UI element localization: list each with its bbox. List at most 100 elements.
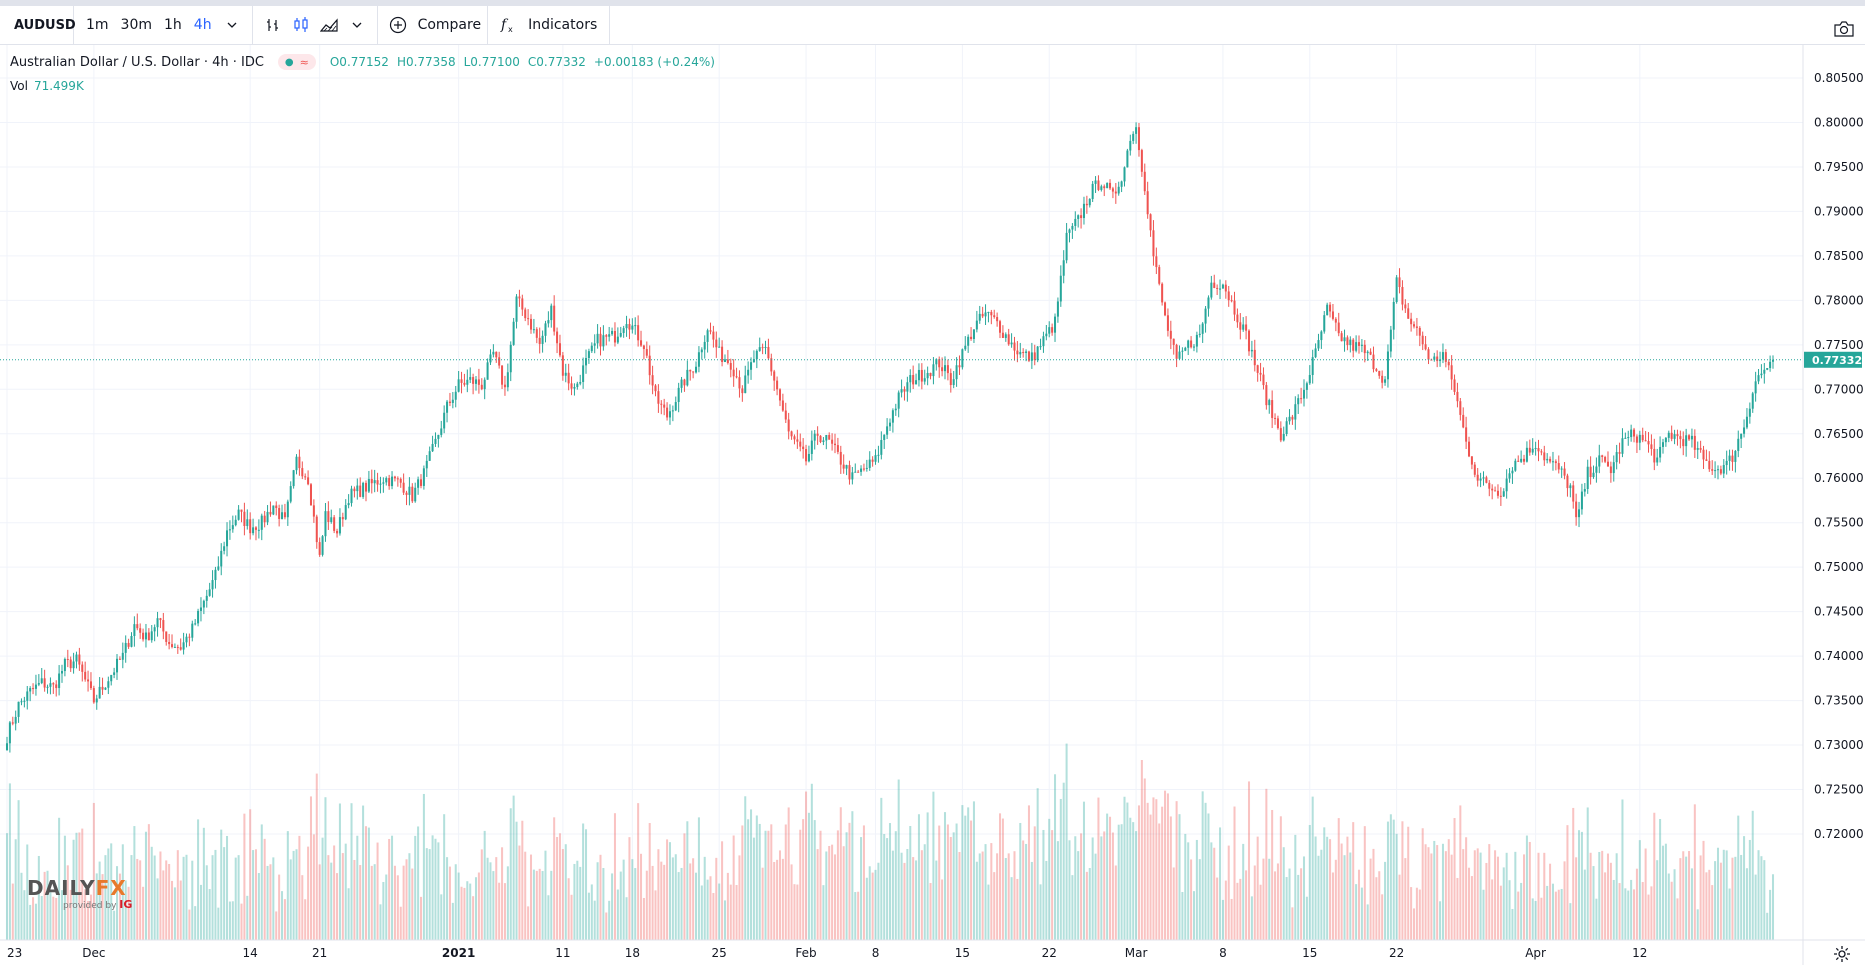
volume-bar [431, 835, 434, 940]
area-chart-type-icon[interactable] [319, 16, 338, 34]
candle [1195, 331, 1198, 353]
volume-bar [46, 870, 49, 940]
chevron-down-icon[interactable] [223, 16, 241, 34]
volume-bar [880, 797, 883, 940]
candle [1748, 402, 1751, 424]
volume-bar [176, 850, 179, 940]
candle [110, 674, 113, 686]
volume-bar [776, 859, 779, 940]
volume-bar [147, 824, 150, 940]
candle [1279, 421, 1282, 443]
volume-bar [1103, 831, 1106, 940]
candle [972, 329, 975, 344]
compare-label: Compare [417, 17, 482, 33]
volume-bar [272, 857, 275, 940]
volume-bar [385, 874, 388, 940]
symbol-search[interactable]: AUDUSD [0, 6, 76, 44]
candle [107, 676, 110, 695]
y-tick-label: 0.73500 [1814, 694, 1864, 708]
volume-bar [1716, 847, 1720, 940]
candle [1311, 349, 1314, 384]
interval-4h[interactable]: 4h [193, 17, 212, 33]
volume-bar [1048, 818, 1051, 940]
candle [211, 570, 214, 598]
time-axis[interactable]: 23 Dec 14 21 2021 11 18 25 Feb 8 15 22 Mar 8 15 22 Apr 12 [7, 946, 1647, 960]
volume-bar [1143, 778, 1146, 940]
candle [1085, 195, 1088, 214]
candle [677, 382, 680, 413]
x-tick-label: 11 [555, 946, 570, 960]
candle [87, 670, 90, 692]
candle [1508, 467, 1511, 483]
candle [393, 475, 396, 482]
candle [104, 687, 107, 691]
volume-bar [677, 872, 680, 940]
bar-chart-type-icon[interactable] [264, 16, 282, 34]
interval-1m[interactable]: 1m [86, 17, 109, 33]
volume-bar [686, 821, 689, 940]
volume-bar [1473, 850, 1476, 940]
candle [32, 683, 35, 695]
candle [278, 504, 281, 527]
candle [524, 307, 527, 322]
x-tick-label: 25 [712, 946, 727, 960]
volume-bar [1670, 881, 1673, 940]
y-tick-label: 0.78000 [1814, 293, 1864, 307]
volume-bar [1120, 824, 1123, 940]
candle [1331, 303, 1334, 321]
volume-bar [1468, 867, 1471, 940]
candle [1097, 175, 1100, 192]
candle [755, 349, 758, 369]
candle [376, 472, 379, 492]
volume-bar [1033, 826, 1036, 940]
volume-bar [165, 860, 168, 940]
candle [602, 325, 605, 351]
candle [330, 509, 333, 524]
volume-bar [1230, 898, 1233, 940]
volume-bar [1412, 908, 1416, 940]
candle [1705, 449, 1708, 461]
price-chart[interactable]: 0.80500 0.80000 0.79500 0.79000 0.78500 0.780… [0, 45, 1865, 965]
candles [5, 122, 1775, 753]
market-status-badge[interactable]: ● ≈ [277, 54, 316, 70]
compare-button[interactable]: Compare [378, 6, 489, 44]
volume-bar [1323, 827, 1326, 940]
candle [1207, 295, 1210, 317]
candle [1566, 473, 1569, 497]
candle-chart-type-icon[interactable] [292, 16, 310, 34]
volume-bar [489, 862, 492, 940]
candle [1256, 364, 1259, 382]
candle [1323, 311, 1326, 334]
candle [1357, 335, 1361, 354]
volume-bar [1247, 781, 1251, 940]
price-axis[interactable]: 0.80500 0.80000 0.79500 0.79000 0.78500 0.780… [1804, 71, 1864, 841]
x-tick-label: Apr [1525, 946, 1546, 960]
candle [1253, 339, 1256, 372]
candle [1650, 434, 1653, 456]
volume-bar [836, 830, 839, 940]
volume-bar [993, 872, 996, 940]
volume-bar [353, 859, 356, 940]
camera-icon[interactable] [1833, 20, 1855, 38]
gear-icon[interactable] [1833, 945, 1851, 963]
approx-icon: ≈ [299, 55, 309, 69]
volume-bar [912, 857, 915, 940]
candle [816, 426, 819, 445]
candle [839, 445, 842, 474]
volume-bar [188, 909, 191, 940]
volume-bar [173, 887, 176, 940]
volume-bar [367, 827, 370, 940]
candle [188, 633, 191, 647]
candle [544, 320, 547, 343]
candle [987, 311, 990, 323]
candle [915, 373, 918, 385]
volume-bar [750, 809, 753, 940]
candle [961, 348, 964, 370]
interval-1h[interactable]: 1h [164, 17, 182, 33]
volume-bar [1001, 818, 1004, 940]
volume-bar [254, 849, 257, 940]
chevron-down-icon[interactable] [348, 16, 366, 34]
interval-30m[interactable]: 30m [120, 17, 152, 33]
y-tick-label: 0.77000 [1814, 382, 1864, 396]
